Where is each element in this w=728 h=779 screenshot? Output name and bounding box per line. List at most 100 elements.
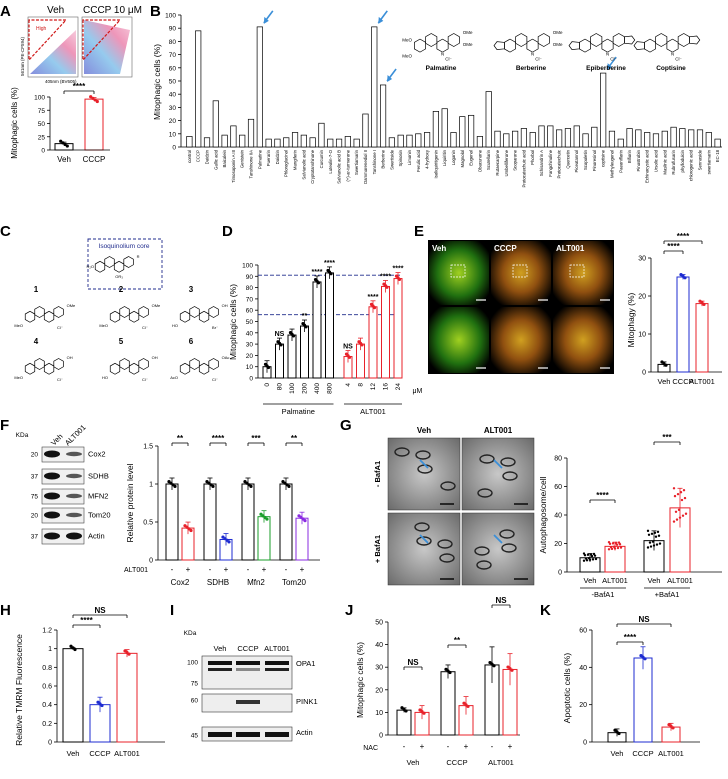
treatment-sign: + bbox=[420, 742, 425, 751]
data-point bbox=[583, 554, 587, 557]
confocal-veh-top bbox=[429, 241, 489, 305]
data-point bbox=[492, 664, 496, 668]
treatment-sign: + bbox=[262, 565, 267, 574]
group-label: +BafA1 bbox=[655, 590, 680, 599]
bar bbox=[291, 132, 299, 148]
compound-number: 4 bbox=[34, 337, 39, 346]
bar bbox=[335, 138, 343, 148]
y-axis-label: Mitophagic cells (%) bbox=[228, 284, 238, 360]
data-point bbox=[653, 531, 657, 535]
significance-label: *** bbox=[662, 433, 672, 442]
x-category-label: Protocatechuic acid bbox=[521, 149, 526, 187]
substituent-label: MeO bbox=[14, 375, 23, 380]
significance-label: **** bbox=[677, 232, 690, 241]
significance-label: NS bbox=[343, 344, 353, 351]
substituent-label: MeO bbox=[14, 323, 23, 328]
counterion-label: Cl⁻ bbox=[142, 377, 148, 382]
em-image bbox=[387, 512, 461, 586]
x-category-label: Fangchinoline bbox=[548, 149, 553, 176]
x-category-label: Phloroglucinol bbox=[284, 150, 289, 177]
bar bbox=[520, 128, 528, 148]
data-point bbox=[360, 343, 364, 347]
autophagosome-arrow bbox=[419, 534, 429, 544]
kda-marker: 75 bbox=[31, 494, 39, 501]
bar bbox=[239, 134, 246, 148]
x-category-label: Sennoside bbox=[697, 149, 702, 170]
bar bbox=[432, 111, 439, 148]
blot-band bbox=[66, 532, 82, 540]
data-point bbox=[287, 484, 291, 488]
panel-b-chart: 0 10 20 30 40 50 60 70 80 90 100 Mitophagic cells (… bbox=[152, 10, 722, 188]
compound-number: 5 bbox=[119, 337, 124, 346]
data-point bbox=[678, 516, 682, 519]
ring bbox=[119, 306, 130, 318]
panel-c-structures: R₂O R OR₃ Isoquinolium core 1 MeO OMe Cl⁻ 2 MeO OM… bbox=[14, 238, 229, 382]
atom-label: N bbox=[531, 52, 534, 57]
y-tick-label: 30 bbox=[169, 105, 177, 112]
treatment-sign: - bbox=[285, 565, 288, 574]
organelle bbox=[437, 539, 453, 549]
x-category-label: Tanshinone IIA bbox=[249, 150, 254, 179]
bar bbox=[538, 125, 545, 148]
ring bbox=[579, 38, 591, 53]
y-axis-label: Apoptotic cells (%) bbox=[562, 653, 572, 724]
y-tick-label: 90 bbox=[246, 274, 254, 281]
data-point bbox=[680, 498, 684, 502]
bar bbox=[186, 136, 193, 148]
panel-letter-f: F bbox=[0, 417, 9, 434]
confocal-cccp-bottom bbox=[491, 307, 551, 373]
x-category-label: Tom20 bbox=[282, 578, 307, 587]
significance-label: **** bbox=[324, 260, 335, 267]
blot-band bbox=[66, 473, 82, 479]
data-point bbox=[593, 554, 597, 557]
x-category-label: chlorogenic acid bbox=[689, 149, 694, 181]
data-point bbox=[89, 95, 93, 99]
y-tick-label: 0.2 bbox=[42, 721, 52, 728]
ring bbox=[568, 41, 580, 50]
data-point bbox=[291, 334, 296, 338]
treatment-sign: + bbox=[508, 742, 513, 751]
bar bbox=[230, 125, 237, 148]
data-point bbox=[59, 139, 63, 143]
ring bbox=[179, 310, 191, 323]
data-point bbox=[91, 96, 95, 100]
counterion-label: Cl⁻ bbox=[57, 325, 63, 330]
kda-marker: 45 bbox=[191, 733, 199, 740]
y-tick-label: 60 bbox=[169, 65, 177, 72]
ring bbox=[123, 256, 134, 268]
dose-label: 400 bbox=[314, 383, 321, 394]
y-tick-label: 10 bbox=[169, 131, 177, 138]
blot-band bbox=[44, 532, 60, 540]
flow-title-veh: Veh bbox=[47, 5, 64, 16]
em-column-label: Veh bbox=[417, 426, 431, 435]
significance-label: **** bbox=[212, 434, 225, 443]
organelle bbox=[416, 536, 432, 546]
blot-band bbox=[66, 493, 82, 499]
substituent-label: OMe bbox=[152, 303, 161, 308]
data-point bbox=[385, 285, 389, 289]
confocal-label-veh: Veh bbox=[432, 244, 446, 253]
x-category-label: (+)-ar-turmerone bbox=[345, 149, 350, 181]
x-category-label: CCCP bbox=[632, 749, 653, 758]
x-category-label: Curcumin bbox=[319, 149, 324, 168]
bar bbox=[325, 272, 334, 379]
bar-alt001 bbox=[116, 652, 138, 743]
ring bbox=[677, 33, 690, 47]
dose-label: 200 bbox=[302, 383, 309, 394]
significance-label: NS bbox=[638, 615, 650, 624]
ring bbox=[53, 306, 64, 318]
y-tick-label: 50 bbox=[246, 319, 254, 326]
blot-strip bbox=[201, 655, 293, 690]
x-category-label: Quercetin bbox=[565, 149, 570, 168]
ring bbox=[104, 256, 115, 268]
x-category-label: Veh bbox=[648, 576, 661, 585]
data-point bbox=[316, 281, 321, 285]
data-point bbox=[679, 490, 683, 494]
data-point bbox=[684, 512, 688, 515]
x-category-label: CCCP bbox=[672, 377, 693, 386]
x-category-label: Berberine bbox=[381, 149, 386, 168]
data-point bbox=[683, 496, 687, 500]
